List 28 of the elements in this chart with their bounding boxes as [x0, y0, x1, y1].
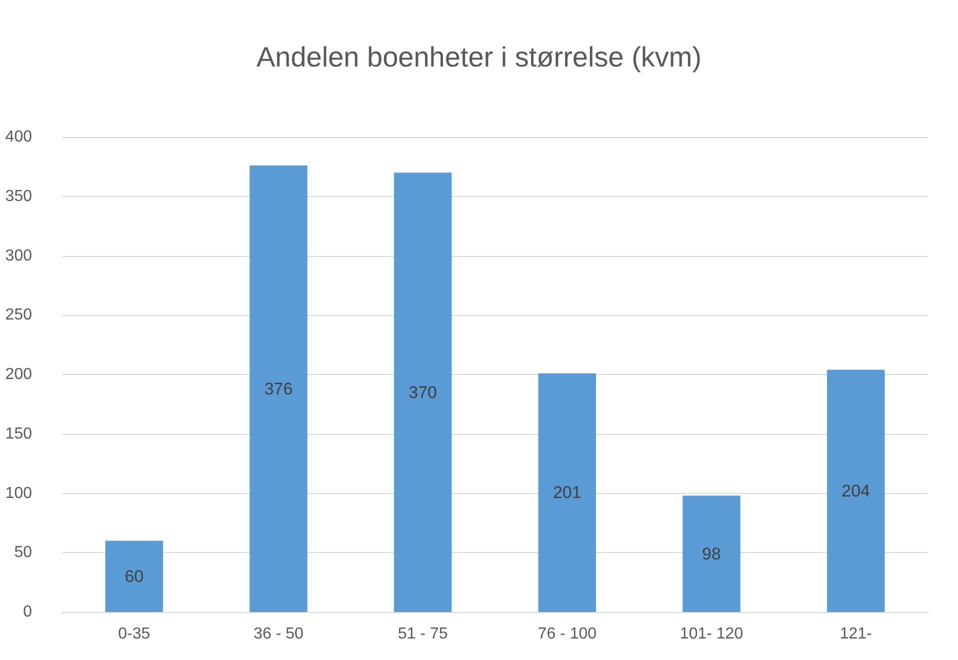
x-tick-label: 121- — [840, 626, 872, 642]
y-tick-label: 350 — [5, 188, 32, 205]
data-label: 370 — [408, 382, 438, 402]
bar — [394, 172, 452, 612]
y-tick-label: 200 — [5, 366, 32, 383]
x-tick-label: 76 - 100 — [538, 626, 597, 642]
y-tick-label: 150 — [5, 425, 32, 442]
bar — [538, 373, 596, 612]
y-tick-label: 50 — [14, 544, 32, 562]
data-label: 376 — [264, 379, 293, 398]
data-label: 204 — [842, 481, 870, 500]
data-label: 60 — [124, 566, 144, 586]
bar — [826, 370, 885, 612]
y-tick-label: 0 — [23, 604, 32, 620]
y-tick-label: 100 — [5, 484, 32, 502]
chart-title: Andelen boenheter i størrelse (kvm) — [256, 42, 702, 72]
data-label: 201 — [552, 483, 582, 502]
bar — [682, 496, 740, 612]
x-tick-label: 36 - 50 — [254, 626, 304, 642]
y-tick-label: 250 — [5, 306, 32, 324]
data-label: 98 — [702, 544, 721, 564]
bar — [250, 166, 308, 612]
bar — [105, 540, 164, 612]
x-tick-label: 0-35 — [118, 626, 150, 642]
x-tick-label: 101- 120 — [680, 626, 744, 642]
y-tick-label: 400 — [5, 128, 32, 146]
y-tick-label: 300 — [5, 247, 32, 264]
x-tick-label: 51 - 75 — [398, 626, 448, 642]
